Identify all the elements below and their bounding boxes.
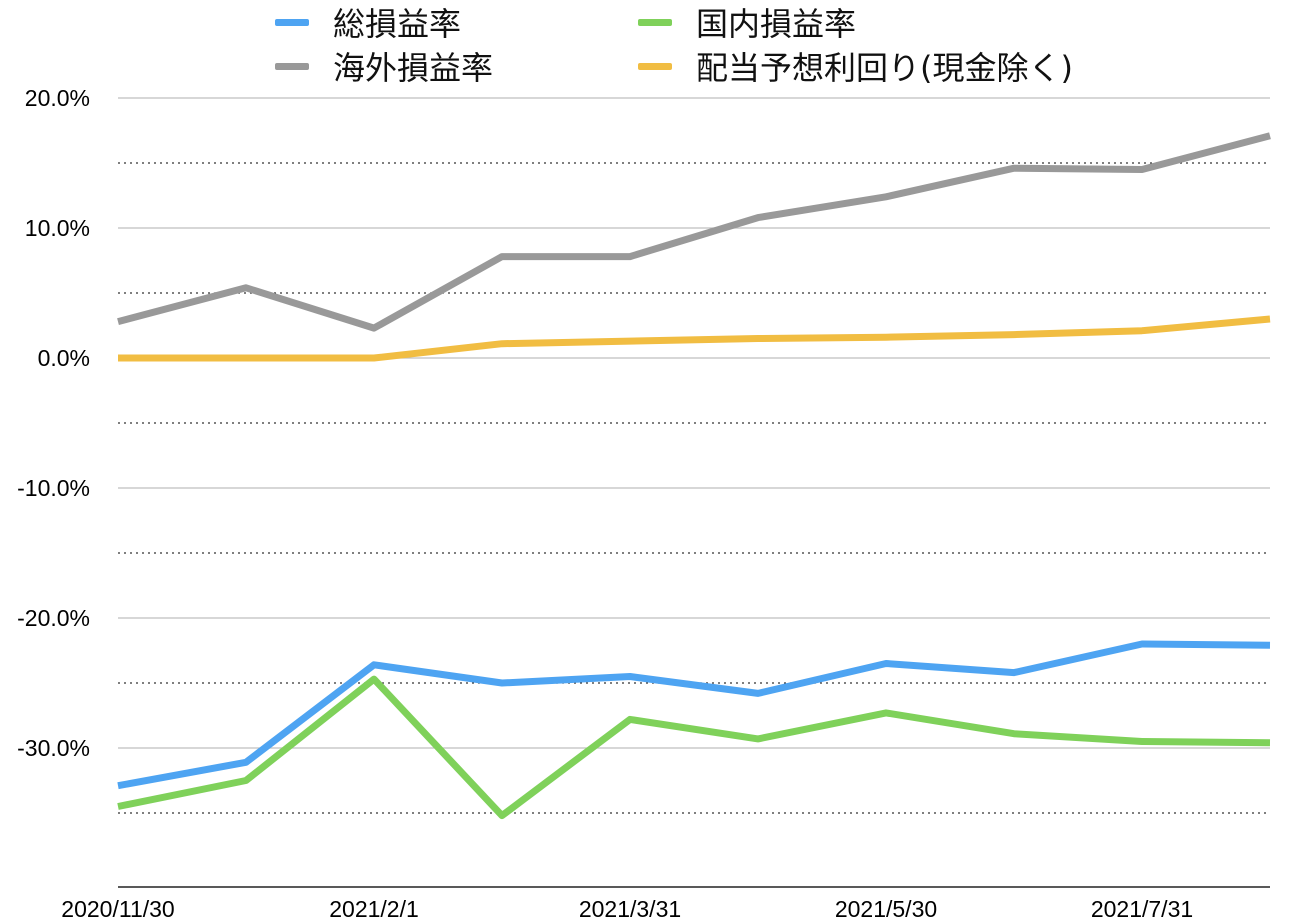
series-line	[117, 132, 1271, 332]
x-tick-label: 2021/7/31	[1091, 896, 1193, 922]
y-tick-label: -30.0%	[17, 735, 90, 761]
grid-layer	[118, 97, 1270, 888]
y-tick-label: 20.0%	[25, 85, 90, 111]
legend-swatch-dividend	[638, 62, 672, 70]
series-line	[117, 675, 1271, 820]
axis-labels: 20.0% 10.0% 0.0% -10.0% -20.0% -30.0% 2020/11/…	[17, 85, 1193, 922]
y-tick-label: 0.0%	[38, 345, 90, 371]
legend-swatch-domestic	[638, 18, 672, 26]
legend-label-dividend: 配当予想利回り(現金除く)	[696, 49, 1073, 87]
series-line	[117, 640, 1271, 790]
y-tick-label: 10.0%	[25, 215, 90, 241]
legend-label-total: 総損益率	[333, 5, 462, 43]
legend-swatch-total	[275, 18, 309, 26]
legend-item-total: 総損益率	[275, 2, 462, 43]
series-line	[118, 315, 1271, 362]
legend-label-domestic: 国内損益率	[696, 5, 857, 43]
y-tick-label: -10.0%	[17, 475, 90, 501]
legend-swatch-overseas	[275, 62, 309, 70]
legend-item-overseas: 海外損益率	[275, 46, 494, 87]
legend: 総損益率 海外損益率 国内損益率 配当予想利回り(現金除く)	[0, 0, 1298, 92]
x-tick-label: 2021/2/1	[329, 896, 419, 922]
x-tick-label: 2021/5/30	[835, 896, 937, 922]
legend-item-dividend: 配当予想利回り(現金除く)	[638, 46, 1073, 87]
legend-label-overseas: 海外損益率	[333, 49, 494, 87]
x-tick-label: 2021/3/31	[579, 896, 681, 922]
x-tick-label: 2020/11/30	[61, 896, 174, 922]
series-layer	[117, 132, 1271, 820]
legend-item-domestic: 国内損益率	[638, 2, 857, 43]
y-tick-label: -20.0%	[17, 605, 90, 631]
